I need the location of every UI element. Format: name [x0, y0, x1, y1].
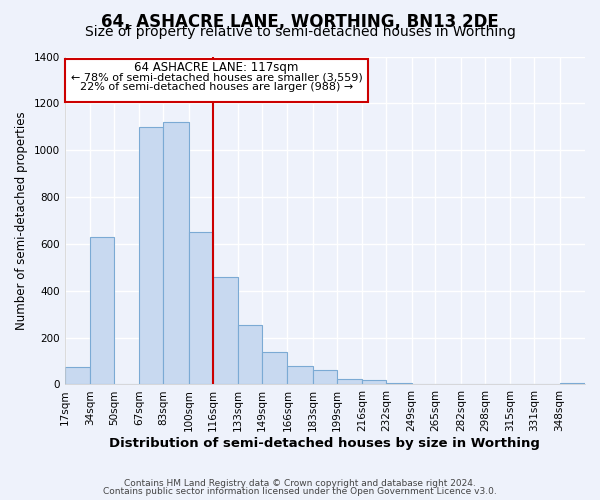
Bar: [65, 367, 90, 384]
Bar: [337, 378, 362, 384]
Y-axis label: Number of semi-detached properties: Number of semi-detached properties: [15, 111, 28, 330]
Bar: [362, 380, 386, 384]
Bar: [313, 370, 337, 384]
Text: Contains HM Land Registry data © Crown copyright and database right 2024.: Contains HM Land Registry data © Crown c…: [124, 478, 476, 488]
Text: ← 78% of semi-detached houses are smaller (3,559): ← 78% of semi-detached houses are smalle…: [71, 72, 362, 83]
Bar: [189, 232, 212, 384]
Text: Size of property relative to semi-detached houses in Worthing: Size of property relative to semi-detach…: [85, 25, 515, 39]
FancyBboxPatch shape: [65, 59, 368, 102]
Text: 22% of semi-detached houses are larger (988) →: 22% of semi-detached houses are larger (…: [80, 82, 353, 92]
Bar: [287, 366, 313, 384]
Text: 64, ASHACRE LANE, WORTHING, BN13 2DE: 64, ASHACRE LANE, WORTHING, BN13 2DE: [101, 12, 499, 30]
Bar: [238, 324, 262, 384]
Bar: [163, 122, 189, 384]
Text: Contains public sector information licensed under the Open Government Licence v3: Contains public sector information licen…: [103, 487, 497, 496]
Bar: [212, 276, 238, 384]
X-axis label: Distribution of semi-detached houses by size in Worthing: Distribution of semi-detached houses by …: [109, 437, 540, 450]
Text: 64 ASHACRE LANE: 117sqm: 64 ASHACRE LANE: 117sqm: [134, 60, 299, 74]
Bar: [139, 127, 163, 384]
Bar: [262, 352, 287, 384]
Bar: [386, 382, 412, 384]
Bar: [90, 237, 114, 384]
